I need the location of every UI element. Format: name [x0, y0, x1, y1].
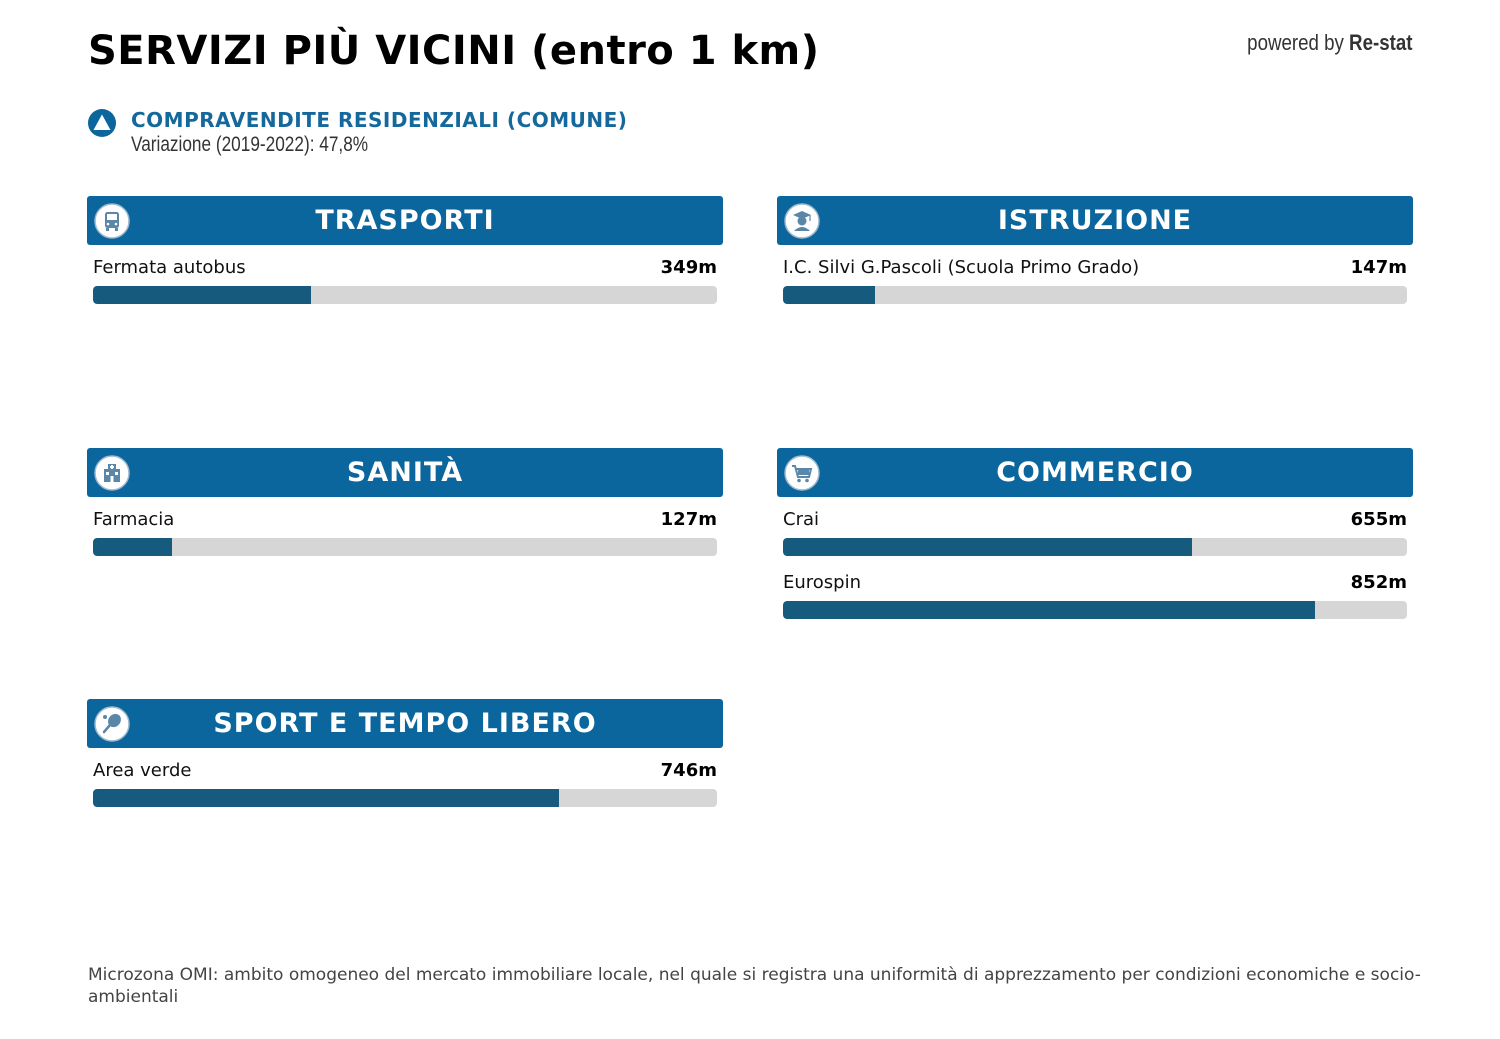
- page-title: SERVIZI PIÙ VICINI (entro 1 km): [88, 28, 820, 74]
- panel-header: ISTRUZIONE: [777, 196, 1413, 245]
- panel-sport: SPORT E TEMPO LIBERO Area verde 746m: [87, 699, 723, 807]
- powered-by-prefix: powered by: [1246, 30, 1344, 55]
- service-distance: 746m: [660, 760, 717, 781]
- student-icon: [784, 203, 820, 239]
- list-item: Farmacia 127m: [93, 509, 717, 556]
- distance-bar-fill: [93, 286, 311, 304]
- panel-title: ISTRUZIONE: [997, 205, 1193, 236]
- distance-bar-fill: [783, 286, 875, 304]
- panel-trasporti: TRASPORTI Fermata autobus 349m: [87, 196, 723, 304]
- service-name: Fermata autobus: [93, 257, 246, 278]
- service-name: I.C. Silvi G.Pascoli (Scuola Primo Grado…: [783, 257, 1140, 278]
- distance-bar-fill: [783, 538, 1192, 556]
- distance-bar-fill: [93, 538, 173, 556]
- stat-subtitle: Variazione (2019-2022): 47,8%: [131, 133, 369, 156]
- list-item: I.C. Silvi G.Pascoli (Scuola Primo Grado…: [783, 257, 1407, 304]
- distance-bar-fill: [783, 601, 1315, 619]
- panel-title: SANITÀ: [346, 457, 464, 488]
- service-distance: 147m: [1350, 257, 1407, 278]
- powered-by-brand: Re-stat: [1348, 30, 1412, 55]
- service-name: Eurospin: [783, 572, 862, 593]
- stat-label: COMPRAVENDITE RESIDENZIALI (COMUNE): [131, 108, 628, 132]
- panel-sanita: SANITÀ Farmacia 127m: [87, 448, 723, 556]
- hospital-icon: [94, 455, 130, 491]
- distance-bar: [783, 538, 1407, 556]
- service-name: Crai: [783, 509, 819, 530]
- distance-bar: [783, 286, 1407, 304]
- list-item: Crai 655m: [783, 509, 1407, 556]
- racket-icon: [94, 706, 130, 742]
- footnote: Microzona OMI: ambito omogeneo del merca…: [88, 965, 1421, 1007]
- panel-header: TRASPORTI: [87, 196, 723, 245]
- panel-title: SPORT E TEMPO LIBERO: [213, 708, 597, 739]
- distance-bar: [783, 601, 1407, 619]
- panel-title: COMMERCIO: [996, 457, 1194, 488]
- service-name: Area verde: [93, 760, 192, 781]
- service-distance: 655m: [1350, 509, 1407, 530]
- panel-header: SANITÀ: [87, 448, 723, 497]
- bus-icon: [94, 203, 130, 239]
- list-item: Fermata autobus 349m: [93, 257, 717, 304]
- powered-by: powered by Re-stat: [1247, 30, 1412, 56]
- list-item: Eurospin 852m: [783, 572, 1407, 619]
- service-distance: 852m: [1350, 572, 1407, 593]
- service-name: Farmacia: [93, 509, 175, 530]
- panel-header: COMMERCIO: [777, 448, 1413, 497]
- panel-title: TRASPORTI: [315, 205, 495, 236]
- triangle-up-icon: [88, 109, 116, 137]
- list-item: Area verde 746m: [93, 760, 717, 807]
- distance-bar: [93, 538, 717, 556]
- distance-bar: [93, 789, 717, 807]
- panel-header: SPORT E TEMPO LIBERO: [87, 699, 723, 748]
- cart-icon: [784, 455, 820, 491]
- distance-bar: [93, 286, 717, 304]
- service-distance: 349m: [660, 257, 717, 278]
- distance-bar-fill: [93, 789, 559, 807]
- panel-istruzione: ISTRUZIONE I.C. Silvi G.Pascoli (Scuola …: [777, 196, 1413, 304]
- service-distance: 127m: [660, 509, 717, 530]
- panel-commercio: COMMERCIO Crai 655m Eurospin 852m: [777, 448, 1413, 619]
